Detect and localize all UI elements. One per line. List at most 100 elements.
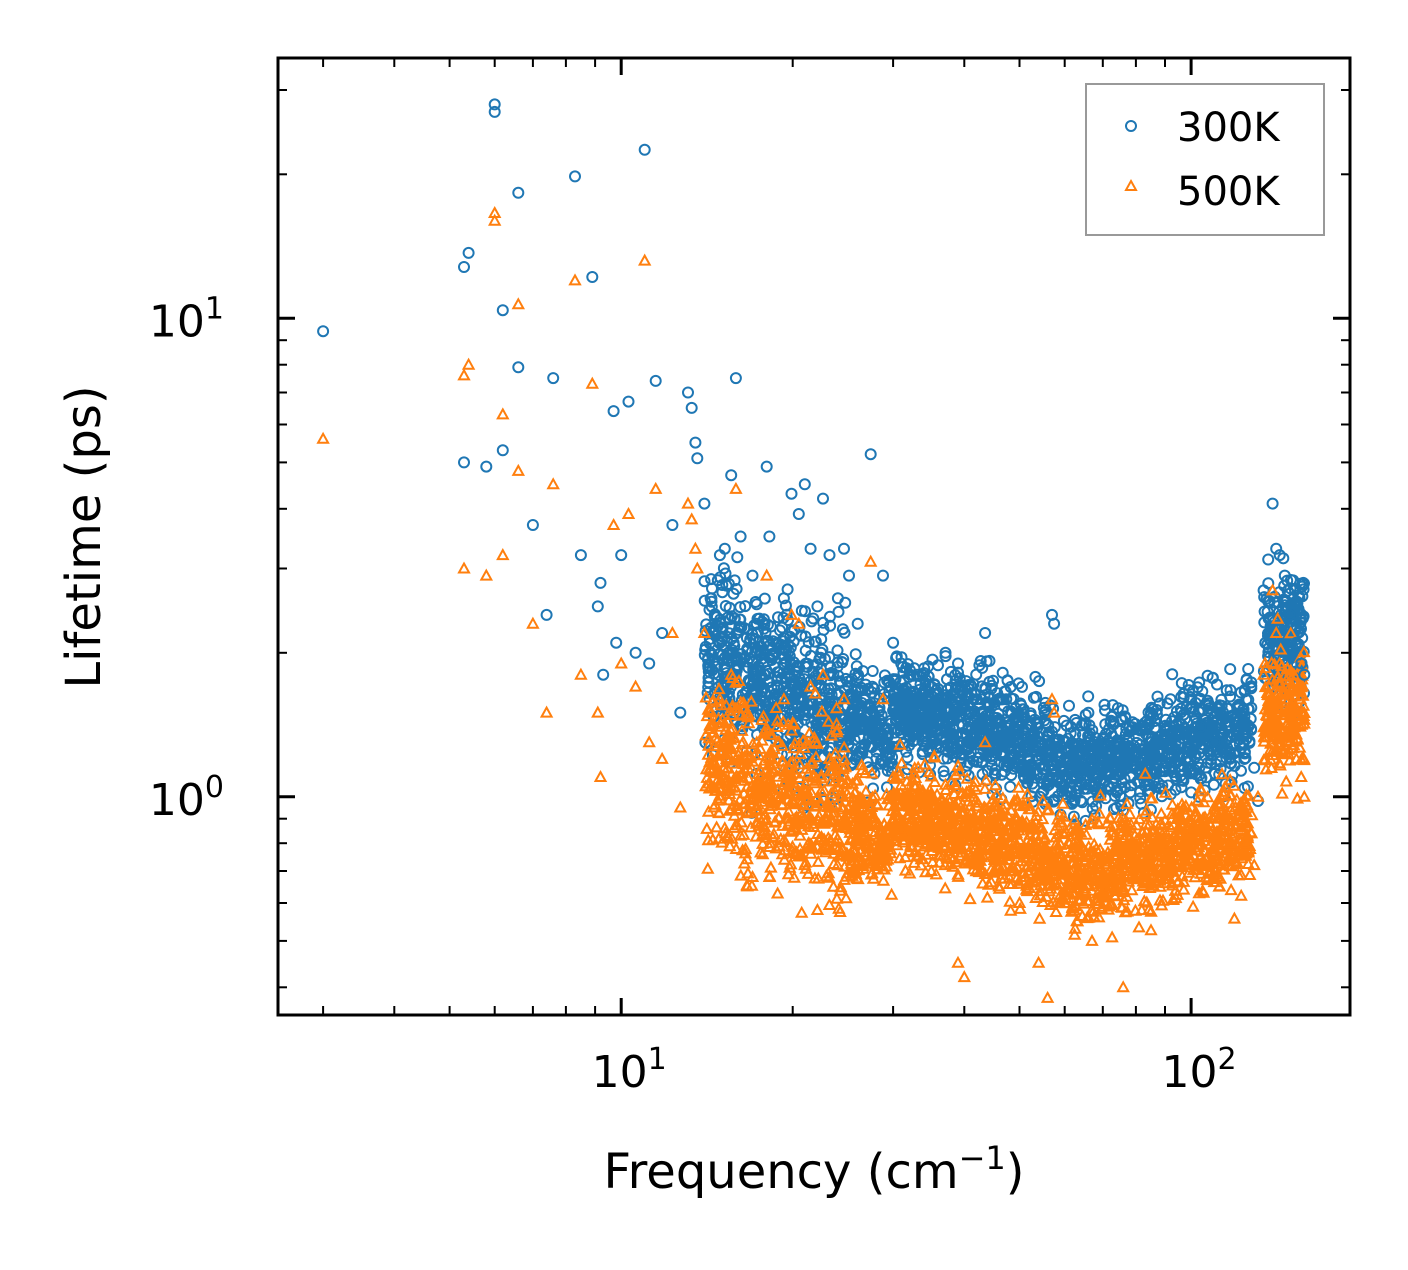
- point-500k: [621, 506, 636, 519]
- point-500k: [591, 705, 605, 718]
- point-500k: [316, 431, 330, 444]
- point-300k: [831, 592, 844, 605]
- point-300k: [763, 530, 776, 543]
- point-300k: [591, 600, 604, 613]
- point-300k: [496, 304, 509, 317]
- point-300k: [777, 592, 790, 605]
- point-300k: [1248, 761, 1261, 774]
- point-300k: [1103, 736, 1116, 749]
- point-300k: [1164, 693, 1177, 706]
- point-300k: [1123, 720, 1136, 733]
- point-500k: [842, 789, 856, 802]
- point-300k: [804, 542, 817, 555]
- legend-marker-500k: [1124, 178, 1138, 191]
- legend-label-300k: 300K: [1177, 105, 1281, 151]
- point-500k: [1247, 858, 1261, 871]
- point-500k: [628, 679, 643, 692]
- data-points: [316, 98, 1311, 1003]
- point-500k: [762, 869, 777, 882]
- point-300k: [458, 261, 470, 273]
- point-500k: [831, 769, 845, 782]
- legend-box: [1085, 83, 1325, 236]
- point-300k: [1058, 736, 1071, 749]
- point-300k: [607, 405, 620, 418]
- point-500k: [822, 751, 837, 764]
- point-500k: [681, 496, 695, 509]
- point-300k: [1194, 720, 1207, 733]
- point-300k: [649, 374, 662, 387]
- point-300k: [1086, 752, 1098, 765]
- point-500k: [713, 692, 727, 705]
- point-300k: [540, 608, 553, 621]
- point-500k: [864, 554, 878, 567]
- point-300k: [1273, 549, 1286, 562]
- point-300k: [1283, 608, 1296, 621]
- point-300k: [979, 627, 992, 639]
- point-300k: [526, 519, 539, 531]
- point-300k: [746, 569, 759, 582]
- x-axis-title: Frequency (cm−1): [603, 1139, 1024, 1200]
- point-500k: [894, 823, 908, 836]
- point-500k: [568, 273, 582, 286]
- point-300k: [682, 386, 694, 399]
- point-300k: [1013, 720, 1026, 733]
- point-300k: [480, 460, 493, 473]
- point-500k: [1058, 895, 1072, 908]
- point-500k: [690, 561, 704, 574]
- point-300k: [638, 143, 651, 156]
- point-300k: [689, 436, 702, 449]
- point-500k: [724, 667, 738, 680]
- point-300k: [760, 460, 773, 473]
- point-500k: [1273, 656, 1287, 669]
- point-500k: [816, 667, 830, 680]
- point-500k: [886, 769, 900, 782]
- legend-label-500k: 500K: [1177, 169, 1281, 215]
- point-500k: [606, 517, 621, 530]
- point-300k: [851, 617, 864, 630]
- point-500k: [593, 769, 608, 782]
- point-300k: [691, 452, 704, 465]
- point-300k: [705, 592, 718, 605]
- point-500k: [511, 297, 525, 310]
- point-500k: [1085, 933, 1099, 946]
- point-500k: [963, 849, 978, 862]
- point-300k: [574, 549, 587, 562]
- point-300k: [843, 569, 855, 582]
- point-500k: [1269, 625, 1283, 638]
- point-500k: [685, 512, 699, 525]
- point-500k: [770, 735, 785, 748]
- point-500k: [655, 751, 669, 764]
- point-500k: [1070, 914, 1084, 927]
- point-500k: [614, 656, 628, 669]
- point-300k: [1270, 542, 1283, 555]
- point-500k: [457, 561, 471, 574]
- point-500k: [457, 368, 471, 381]
- point-500k: [1103, 879, 1117, 892]
- point-300k: [610, 636, 623, 649]
- point-500k: [642, 735, 656, 748]
- point-500k: [1031, 955, 1046, 968]
- point-500k: [585, 376, 599, 389]
- point-500k: [479, 568, 493, 581]
- point-500k: [837, 692, 851, 705]
- point-500k: [978, 735, 992, 748]
- point-300k: [792, 508, 805, 520]
- point-500k: [496, 407, 510, 420]
- point-500k: [1045, 692, 1059, 705]
- y-tick-label: 101: [149, 291, 224, 347]
- point-500k: [992, 879, 1006, 892]
- point-500k: [488, 205, 502, 218]
- point-300k: [622, 395, 635, 408]
- point-300k: [1070, 771, 1083, 783]
- point-300k: [925, 680, 938, 693]
- point-300k: [1298, 668, 1311, 681]
- point-300k: [771, 636, 784, 649]
- point-500k: [851, 811, 865, 824]
- x-tick-label: 101: [592, 1042, 667, 1098]
- point-300k: [496, 444, 509, 457]
- axis-ticks: [278, 58, 1350, 1015]
- point-500k: [539, 705, 554, 718]
- y-tick-label: 100: [149, 770, 224, 826]
- point-300k: [488, 105, 501, 118]
